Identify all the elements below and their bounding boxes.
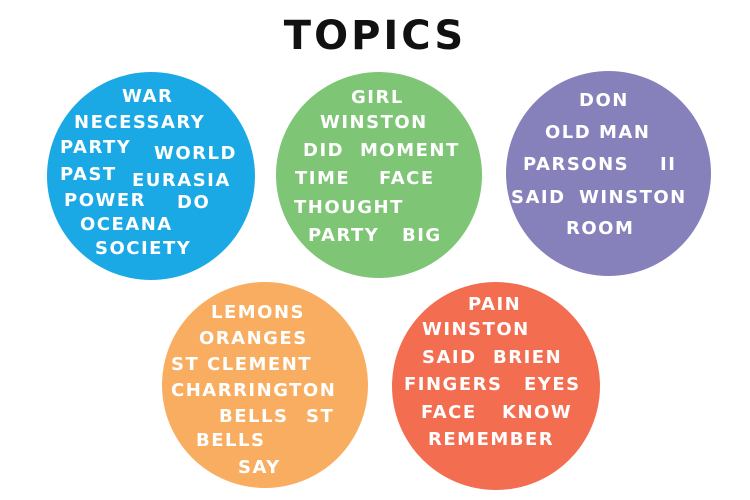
topic-word: REMEMBER (428, 429, 555, 450)
topic-word: FACE (421, 402, 477, 423)
topic-word: DID (303, 140, 345, 161)
topic-word: SOCIETY (95, 238, 192, 259)
topic-word: CHARRINGTON (171, 380, 337, 401)
topic-circle-2: GIRL WINSTON DID MOMENT TIME FACE THOUGH… (276, 72, 482, 278)
topic-word: BELLS (196, 430, 266, 451)
topic-word: WINSTON (579, 187, 687, 208)
topic-word: POWER (64, 190, 147, 211)
topic-circle-3: DON OLD MAN PARSONS II SAID WINSTON ROOM (506, 71, 711, 276)
topic-word: WORLD (154, 143, 237, 164)
topic-word: KNOW (502, 402, 573, 423)
topic-word: DON (579, 90, 629, 111)
topic-word: ROOM (566, 218, 635, 239)
topic-word: OCEANA (80, 214, 173, 235)
topic-word: PARTY (308, 225, 380, 246)
topic-word: FINGERS (404, 374, 503, 395)
topic-word: OLD MAN (545, 122, 651, 143)
topic-word: PAIN (468, 294, 522, 315)
topic-word: DO (177, 192, 211, 213)
diagram-title: TOPICS (283, 13, 467, 59)
topic-word: THOUGHT (294, 197, 404, 218)
topic-word: PAST (60, 164, 117, 185)
topic-word: ST CLEMENT (171, 354, 313, 375)
topic-circle-5: PAIN WINSTON SAID BRIEN FINGERS EYES FAC… (392, 282, 600, 490)
topic-word: PARTY (60, 137, 132, 158)
topic-circle-1: WAR NECESSARY PARTY WORLD PAST EURASIA P… (47, 72, 255, 280)
topic-word: WAR (122, 86, 174, 107)
topic-circle-4: LEMONS ORANGES ST CLEMENT CHARRINGTON BE… (162, 282, 368, 488)
topic-word: II (660, 154, 677, 175)
topic-word: WINSTON (320, 112, 428, 133)
topic-word: EURASIA (132, 170, 231, 191)
topic-word: GIRL (351, 87, 404, 108)
topic-word: SAID (511, 187, 566, 208)
topic-word: WINSTON (422, 319, 530, 340)
topic-word: ORANGES (199, 328, 308, 349)
topic-word: SAID (422, 347, 477, 368)
topic-word: LEMONS (211, 302, 306, 323)
topic-word: EYES (524, 374, 581, 395)
topic-word: PARSONS (523, 154, 630, 175)
topic-word: BIG (402, 225, 442, 246)
topic-word: TIME (295, 168, 351, 189)
topic-word: SAY (238, 457, 281, 478)
topic-word: ST (306, 406, 335, 427)
topic-word: NECESSARY (74, 112, 206, 133)
topic-word: BRIEN (493, 347, 563, 368)
topic-word: FACE (379, 168, 435, 189)
topic-word: BELLS (219, 406, 289, 427)
topic-word: MOMENT (360, 140, 460, 161)
